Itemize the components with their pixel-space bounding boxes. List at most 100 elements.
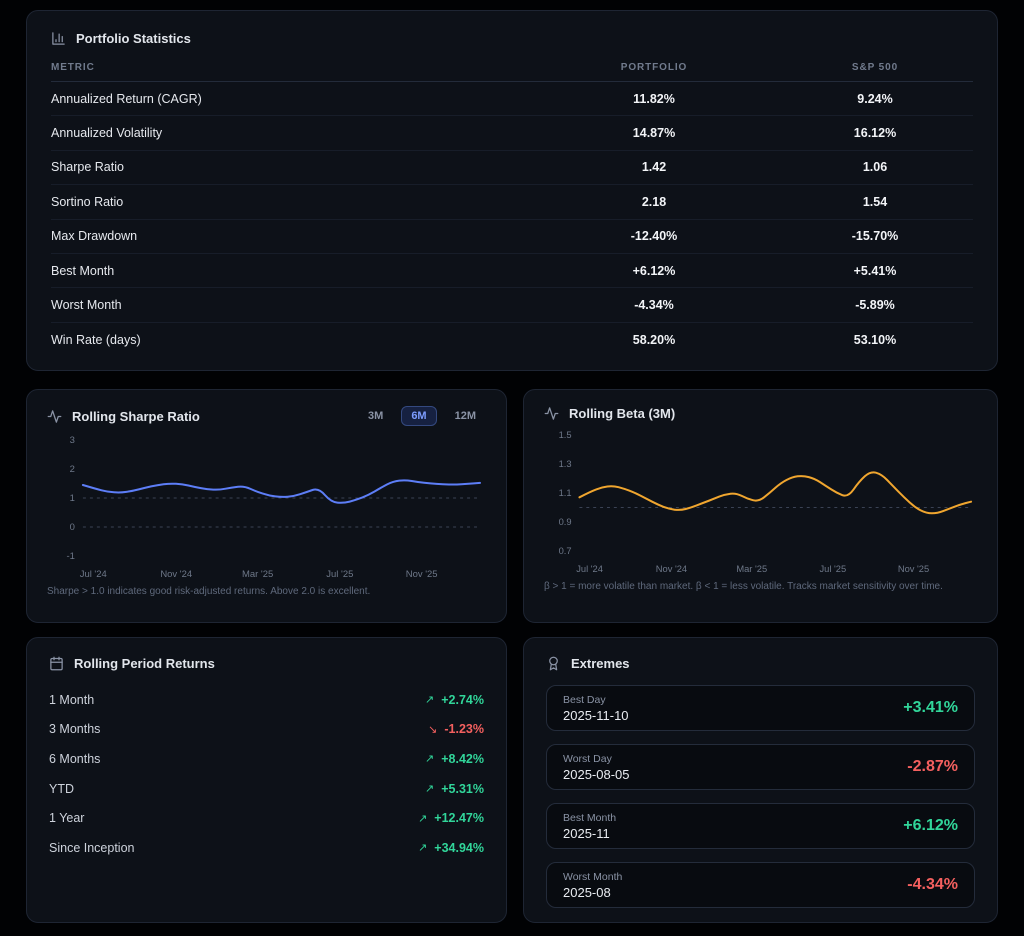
table-row: Sortino Ratio 2.18 1.54 [51, 185, 973, 220]
panel-title-text: Portfolio Statistics [76, 31, 191, 46]
activity-icon [544, 407, 559, 420]
svg-text:Mar '25: Mar '25 [736, 563, 767, 574]
range-button-3m[interactable]: 3M [358, 406, 393, 426]
bottom-row: Rolling Period Returns 1 Month ↗ +2.74% 3 M… [26, 637, 998, 923]
period-value: ↗ +34.94% [418, 841, 484, 855]
table-row: Max Drawdown -12.40% -15.70% [51, 220, 973, 254]
svg-text:0.9: 0.9 [559, 516, 572, 527]
extreme-card: Worst Month 2025-08 -4.34% [546, 862, 975, 908]
extreme-value: -2.87% [907, 758, 958, 775]
metric-label: Annualized Return (CAGR) [51, 91, 202, 106]
extremes-header: Extremes [546, 656, 975, 671]
metric-label: Worst Month [51, 298, 122, 313]
svg-text:1.3: 1.3 [559, 458, 572, 469]
extreme-date: 2025-08-05 [563, 766, 630, 782]
extreme-card-info: Worst Month 2025-08 [563, 871, 622, 900]
trend-up-icon: ↗ [425, 694, 435, 707]
portfolio-value: 1.42 [641, 160, 667, 175]
svg-text:1.5: 1.5 [559, 429, 572, 440]
metric-label: Best Month [51, 263, 115, 278]
svg-text:Jul '24: Jul '24 [80, 569, 107, 580]
activity-icon [47, 409, 62, 423]
period-value-text: +12.47% [434, 811, 484, 826]
calendar-icon [50, 656, 63, 671]
extreme-label: Best Month [563, 811, 617, 824]
portfolio-statistics-header: Portfolio Statistics [51, 31, 973, 46]
period-label: 1 Year [49, 811, 85, 826]
beta-caption: β > 1 = more volatile than market. β < 1… [544, 581, 943, 592]
extreme-card-info: Worst Day 2025-08-05 [563, 753, 630, 782]
sp500-value: 9.24% [857, 91, 893, 106]
trend-down-icon: ↘ [428, 723, 438, 736]
table-row: Win Rate (days) 58.20% 53.10% [51, 323, 973, 357]
portfolio-value: 11.82% [633, 91, 675, 106]
range-button-12m[interactable]: 12M [445, 406, 486, 426]
period-label: 3 Months [49, 722, 101, 737]
portfolio-value: +6.12% [632, 263, 676, 278]
table-row: Best Month +6.12% +5.41% [51, 254, 973, 289]
period-value: ↗ +5.31% [425, 782, 484, 796]
extreme-card: Worst Day 2025-08-05 -2.87% [546, 744, 975, 790]
range-toggle-group: 3M 6M 12M [358, 406, 486, 426]
sp500-value: +5.41% [853, 263, 897, 278]
portfolio-value: -4.34% [634, 298, 674, 313]
sp500-value: 16.12% [853, 126, 897, 141]
rolling-sharpe-panel: Rolling Sharpe Ratio 3M 6M 12M 3 2 1 0 -1 Jul '… [26, 389, 507, 623]
sp500-value: 1.06 [862, 160, 888, 175]
list-item: YTD ↗ +5.31% [49, 774, 484, 804]
table-row: Worst Month -4.34% -5.89% [51, 288, 973, 323]
stats-table-body: Annualized Return (CAGR) 11.82% 9.24% Annua… [51, 82, 973, 357]
panel-title-text: Rolling Beta (3M) [569, 406, 676, 421]
table-row: Sharpe Ratio 1.42 1.06 [51, 151, 973, 186]
list-item: 1 Year ↗ +12.47% [49, 803, 484, 833]
portfolio-value: -12.40% [630, 229, 678, 244]
rolling-beta-panel: Rolling Beta (3M) 1.5 1.3 1.1 0.9 0.7 Jul '24… [523, 389, 998, 623]
extreme-card-info: Best Month 2025-11 [563, 812, 616, 841]
range-button-6m[interactable]: 6M [401, 406, 437, 426]
panel-title-text: Extremes [571, 656, 630, 671]
period-value-text: +34.94% [434, 840, 484, 855]
svg-text:Nov '25: Nov '25 [898, 563, 929, 574]
rolling-beta-chart: 1.5 1.3 1.1 0.9 0.7 Jul '24 Nov '24 Mar '25 Jul … [559, 429, 973, 574]
period-label: 1 Month [49, 692, 95, 707]
extreme-value: +3.41% [903, 699, 958, 716]
sharpe-caption: Sharpe > 1.0 indicates good risk-adjuste… [47, 586, 371, 597]
panel-title-text: Rolling Period Returns [74, 656, 215, 671]
period-rows: 1 Month ↗ +2.74% 3 Months ↘ -1.23% 6 Months ↗ +8… [49, 685, 484, 863]
col-header-portfolio: PORTFOLIO [620, 62, 688, 73]
rolling-beta-header: Rolling Beta (3M) [544, 406, 675, 421]
rolling-sharpe-chart: 3 2 1 0 -1 Jul '24 Nov '24 Mar '25 Jul '25 Nov '2… [67, 435, 482, 580]
list-item: Since Inception ↗ +34.94% [49, 833, 484, 863]
svg-text:1: 1 [70, 493, 75, 504]
trend-up-icon: ↗ [418, 842, 428, 855]
svg-text:2: 2 [70, 464, 75, 475]
rolling-period-returns-header: Rolling Period Returns [49, 656, 484, 671]
sp500-value: -15.70% [851, 229, 899, 244]
period-label: 6 Months [49, 751, 101, 766]
sp500-value: -5.89% [855, 298, 895, 313]
bar-chart-icon [52, 32, 65, 45]
metric-label: Max Drawdown [51, 229, 138, 244]
portfolio-statistics-panel: Portfolio Statistics METRIC PORTFOLIO S&… [26, 10, 998, 371]
list-item: 6 Months ↗ +8.42% [49, 744, 484, 774]
svg-text:Nov '24: Nov '24 [656, 563, 687, 574]
extreme-card-info: Best Day 2025-11-10 [563, 694, 629, 723]
sp500-value: 53.10% [853, 332, 897, 347]
svg-text:0.7: 0.7 [559, 545, 572, 556]
trend-up-icon: ↗ [425, 753, 435, 766]
period-value-text: -1.23% [444, 722, 484, 737]
extreme-label: Worst Day [563, 752, 612, 765]
extremes-panel: Extremes Best Day 2025-11-10 +3.41% Worst D… [523, 637, 998, 923]
period-label: YTD [49, 781, 74, 796]
period-value-text: +8.42% [441, 751, 484, 766]
portfolio-value: 14.87% [632, 126, 676, 141]
svg-text:Mar '25: Mar '25 [242, 569, 273, 580]
sp500-value: 1.54 [862, 194, 888, 209]
rolling-period-returns-panel: Rolling Period Returns 1 Month ↗ +2.74% 3 M… [26, 637, 507, 923]
period-value: ↗ +2.74% [425, 693, 484, 707]
list-item: 3 Months ↘ -1.23% [49, 715, 484, 745]
period-value: ↗ +12.47% [418, 811, 484, 825]
extreme-card: Best Month 2025-11 +6.12% [546, 803, 975, 849]
extreme-value: -4.34% [907, 876, 958, 893]
